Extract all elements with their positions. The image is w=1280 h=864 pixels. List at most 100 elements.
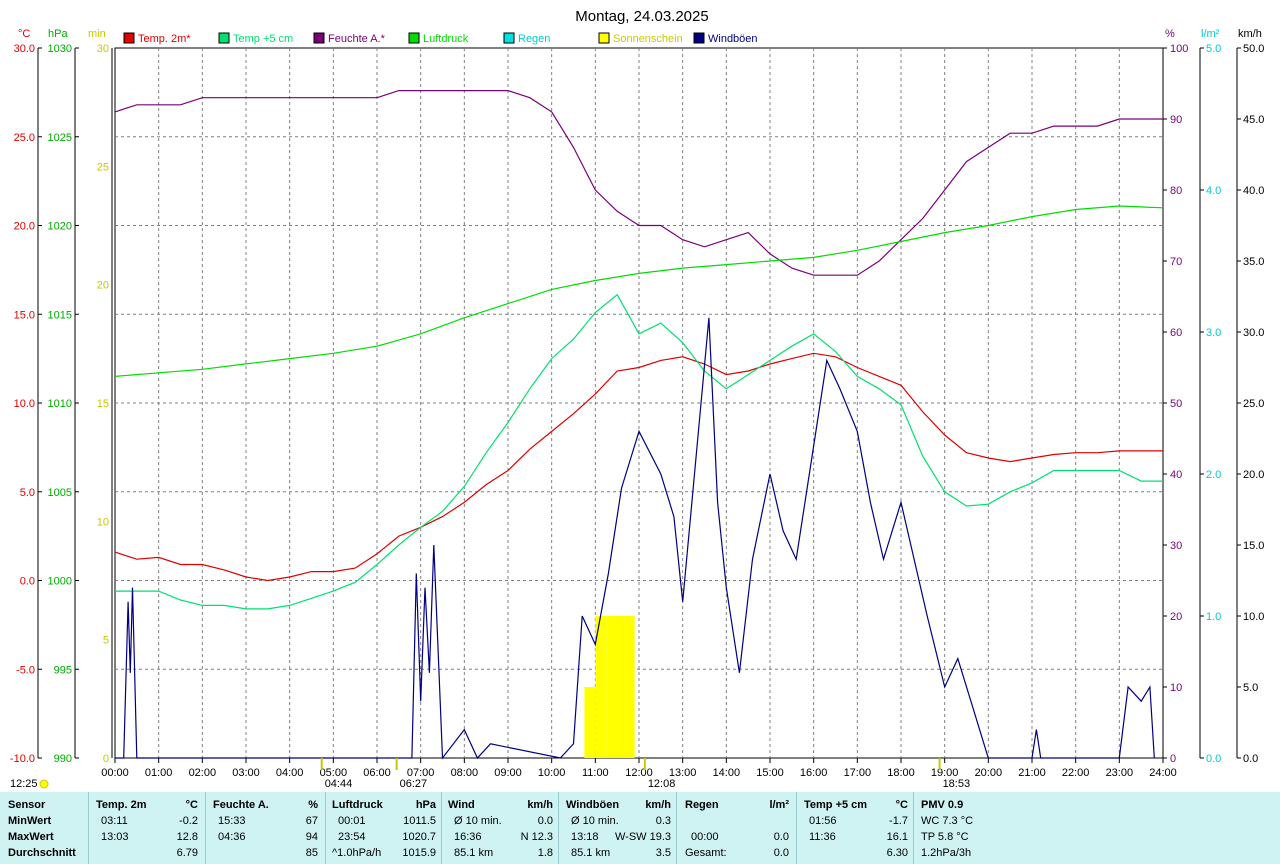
wind-chill: WC 7.3 °C bbox=[921, 815, 974, 827]
wind-min-label: Ø 10 min. bbox=[454, 815, 502, 827]
temp2m-min-value: -0.2 bbox=[179, 815, 198, 827]
humidity-tick-label: 10 bbox=[1170, 682, 1182, 694]
x-tick-label: 01:00 bbox=[145, 767, 173, 779]
rain-tick-label: 3.0 bbox=[1206, 327, 1221, 339]
stats-col-wind: Wind km/h Ø 10 min. 0.0 16:36 N 12.3 85.1 k… bbox=[441, 792, 559, 864]
temp-tick-label: 5.0 bbox=[20, 487, 35, 499]
pressure-tick-label: 990 bbox=[54, 753, 72, 765]
legend-swatch bbox=[598, 32, 610, 44]
rain-header: Regen bbox=[685, 799, 719, 811]
x-tick-label: 16:00 bbox=[800, 767, 828, 779]
wind-tick-label: 50.0 bbox=[1243, 43, 1264, 55]
x-tick-label: 21:00 bbox=[1018, 767, 1046, 779]
x-tick-label: 05:00 bbox=[320, 767, 348, 779]
x-tick-label: 10:00 bbox=[538, 767, 566, 779]
temp2m-header: Temp. 2m bbox=[96, 799, 147, 811]
x-tick-label: 04:00 bbox=[276, 767, 304, 779]
humidity-tick-label: 50 bbox=[1170, 398, 1182, 410]
dew-point: TP 5.8 °C bbox=[921, 831, 969, 843]
moon-icon bbox=[39, 779, 49, 789]
wind-max-time: 16:36 bbox=[454, 831, 482, 843]
temp5cm-min-value: -1.7 bbox=[889, 815, 908, 827]
wind-tick-label: 10.0 bbox=[1243, 611, 1264, 623]
humidity-min-value: 67 bbox=[305, 815, 318, 827]
humidity-tick-label: 0 bbox=[1170, 753, 1176, 765]
wind-tick-label: 40.0 bbox=[1243, 185, 1264, 197]
stats-col-temp2m: Temp. 2m °C 03:11 -0.2 13:03 12.8 6.79 bbox=[88, 792, 206, 864]
x-tick-label: 17:00 bbox=[844, 767, 872, 779]
solar-noon-marker-label: 12:08 bbox=[648, 778, 676, 790]
temp2m-min-time: 03:11 bbox=[101, 815, 128, 827]
gusts-max-value: W-SW 19.3 bbox=[614, 831, 671, 843]
grid bbox=[115, 48, 1163, 758]
humidity-tick-label: 60 bbox=[1170, 327, 1182, 339]
sunrise-a-marker-label: 04:44 bbox=[325, 778, 353, 790]
rain-tick-label: 4.0 bbox=[1206, 185, 1221, 197]
legend-label: Windböen bbox=[708, 33, 758, 45]
pressure-tick-label: 1025 bbox=[48, 132, 72, 144]
stats-col-temp5cm: Temp +5 cm °C 01:56 -1.7 11:36 16.1 6.30 bbox=[796, 792, 914, 864]
humidity-max-time: 04:36 bbox=[218, 831, 246, 843]
wind-tick-label: 25.0 bbox=[1243, 398, 1264, 410]
sun-tick-label: 10 bbox=[97, 516, 109, 528]
gusts-unit: km/h bbox=[645, 799, 671, 811]
legend: Temp. 2m* Temp +5 cm Feuchte A.* Luftdruck R… bbox=[123, 32, 758, 45]
x-tick-label: 13:00 bbox=[669, 767, 697, 779]
moon-time-label: 12:25 bbox=[10, 778, 38, 790]
sunset-marker-label: 18:53 bbox=[943, 778, 971, 790]
pressure-tendency: 1.2hPa/3h bbox=[921, 847, 972, 859]
x-tick-label: 14:00 bbox=[713, 767, 741, 779]
humidity-avg-value: 85 bbox=[305, 847, 318, 859]
legend-label: Feuchte A.* bbox=[328, 33, 386, 45]
pressure-tick-label: 1000 bbox=[48, 576, 72, 588]
pmv-header: PMV 0.9 bbox=[921, 799, 964, 811]
gusts-distance: 85.1 km bbox=[571, 847, 611, 859]
humidity-tick-label: 70 bbox=[1170, 256, 1182, 268]
series-temp-2m bbox=[114, 352, 1163, 582]
x-tick-label: 24:00 bbox=[1149, 767, 1177, 779]
gusts-max-time: 13:18 bbox=[571, 831, 599, 843]
wind-min-value: 0.0 bbox=[537, 815, 553, 827]
series-luftdruck bbox=[114, 205, 1164, 377]
gusts-min-value: 0.3 bbox=[655, 815, 671, 827]
temp-unit-label: °C bbox=[18, 28, 30, 40]
x-tick-label: 22:00 bbox=[1062, 767, 1090, 779]
legend-swatch bbox=[503, 32, 515, 44]
humidity-tick-label: 30 bbox=[1170, 540, 1182, 552]
x-tick-label: 20:00 bbox=[975, 767, 1003, 779]
sun-tick-label: 20 bbox=[97, 280, 109, 292]
pressure-tick-label: 995 bbox=[54, 664, 72, 676]
x-tick-label: 12:00 bbox=[625, 767, 653, 779]
humidity-unit-label: % bbox=[1165, 28, 1175, 40]
series-windb-en bbox=[115, 317, 1155, 760]
wind-distance: 85.1 km bbox=[454, 847, 494, 859]
temp5cm-unit: °C bbox=[895, 799, 908, 811]
wind-tick-label: 5.0 bbox=[1243, 682, 1258, 694]
rain-tick-label: 0.0 bbox=[1206, 753, 1221, 765]
temp5cm-max-time: 11:36 bbox=[809, 831, 836, 843]
temp2m-max-time: 13:03 bbox=[101, 831, 129, 843]
sun-tick-label: 0 bbox=[103, 753, 109, 765]
rain-tick-label: 2.0 bbox=[1206, 469, 1221, 481]
sun-tick-label: 5 bbox=[103, 635, 109, 647]
pressure-min-time: 00:01 bbox=[338, 815, 366, 827]
temp-tick-label: 0.0 bbox=[20, 576, 35, 588]
pressure-tick-label: 1005 bbox=[48, 487, 72, 499]
wind-tick-label: 30.0 bbox=[1243, 327, 1264, 339]
row-label-max: MaxWert bbox=[8, 831, 54, 843]
pressure-tick-label: 1015 bbox=[48, 309, 72, 321]
wind-tick-label: 35.0 bbox=[1243, 256, 1264, 268]
x-tick-label: 00:00 bbox=[101, 767, 129, 779]
pressure-min-value: 1011.5 bbox=[403, 815, 436, 827]
pressure-tick-label: 1010 bbox=[48, 398, 72, 410]
legend-swatch bbox=[408, 32, 420, 44]
temp5cm-avg-value: 6.30 bbox=[886, 847, 908, 859]
pressure-header: Luftdruck bbox=[332, 799, 383, 811]
wind-tick-label: 15.0 bbox=[1243, 540, 1264, 552]
legend-label: Temp +5 cm bbox=[233, 33, 293, 45]
x-tick-label: 15:00 bbox=[756, 767, 784, 779]
humidity-max-value: 94 bbox=[305, 831, 318, 843]
humidity-unit: % bbox=[308, 799, 318, 811]
rain-tick-label: 1.0 bbox=[1206, 611, 1221, 623]
sun-tick-label: 30 bbox=[97, 43, 109, 55]
